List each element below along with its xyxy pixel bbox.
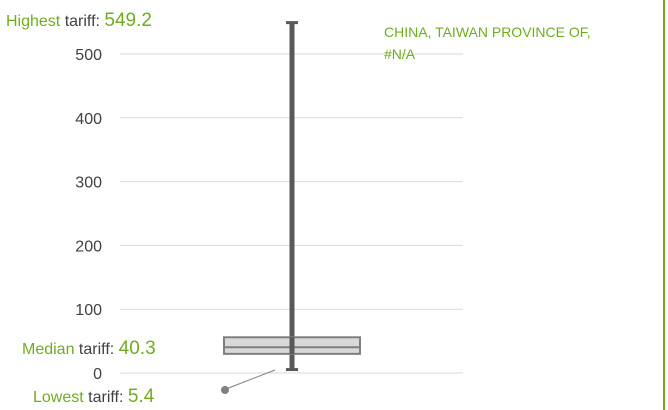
y-tick-label-0: 0 bbox=[93, 366, 102, 383]
lowest-leader-line bbox=[225, 369, 276, 390]
y-tick-label-200: 200 bbox=[75, 238, 102, 255]
boxplot bbox=[223, 21, 361, 372]
lowest-tariff-annotation: Lowest tariff: 5.4 bbox=[33, 386, 155, 407]
lowest-value: 5.4 bbox=[128, 386, 155, 407]
highest-value: 549.2 bbox=[104, 10, 152, 31]
highest-label-suffix: tariff: bbox=[60, 13, 104, 30]
highest-tariff-annotation: Highest tariff: 549.2 bbox=[6, 10, 152, 31]
y-tick-label-300: 300 bbox=[75, 175, 102, 192]
median-value: 40.3 bbox=[119, 338, 156, 359]
y-tick-label-500: 500 bbox=[75, 47, 102, 64]
highest-label-prefix: Highest bbox=[6, 13, 61, 30]
y-tick-label-100: 100 bbox=[75, 302, 102, 319]
lowest-label-prefix: Lowest bbox=[33, 389, 84, 406]
country-label-line-2: #N/A bbox=[384, 46, 416, 62]
lowest-label-suffix: tariff: bbox=[84, 389, 128, 406]
y-axis-tick-labels: 0 100 200 300 400 500 bbox=[75, 47, 102, 383]
median-label-prefix: Median bbox=[22, 341, 74, 358]
y-tick-label-400: 400 bbox=[75, 111, 102, 128]
median-tariff-annotation: Median tariff: 40.3 bbox=[22, 338, 156, 359]
country-label-line-1: CHINA, TAIWAN PROVINCE OF, bbox=[384, 24, 591, 40]
lowest-marker bbox=[221, 386, 229, 394]
median-label-suffix: tariff: bbox=[74, 341, 118, 358]
